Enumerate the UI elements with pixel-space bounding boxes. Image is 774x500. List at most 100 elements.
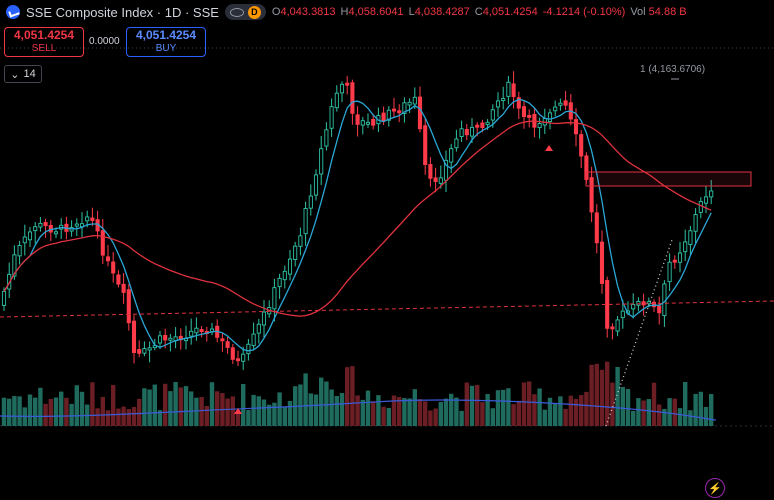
volume-bar [209, 382, 215, 426]
candle-body [313, 174, 319, 196]
volume-bar [501, 389, 506, 426]
volume-bar [313, 394, 319, 426]
candle-body [17, 245, 22, 257]
volume-bar [241, 383, 246, 426]
volume-bar [246, 410, 251, 426]
candle-body [85, 216, 90, 222]
volume-bar [563, 408, 568, 426]
candle-body [667, 261, 672, 283]
volume-bar [287, 400, 293, 426]
candle-body [308, 195, 313, 209]
candle-body [423, 125, 428, 165]
symbol-title[interactable]: SSE Composite Index · 1D · SSE [26, 4, 219, 20]
volume-bar [360, 399, 365, 426]
volume-bar [407, 398, 412, 426]
short-moving-average [3, 98, 712, 352]
volume-bar [657, 404, 662, 426]
candle-body [319, 148, 324, 175]
candle-body [131, 320, 137, 354]
lightning-icon[interactable]: ⚡ [705, 478, 725, 498]
volume-bar [464, 382, 469, 426]
volume-bar [636, 398, 641, 426]
candle-body [230, 347, 235, 360]
candle-body [194, 327, 199, 334]
candle-body [495, 100, 501, 108]
volume-bar [553, 403, 558, 426]
candle-body [147, 347, 152, 351]
candle-body [126, 289, 131, 324]
volume-bar [90, 382, 95, 426]
candle-body [12, 254, 17, 277]
long-moving-average [3, 120, 712, 317]
candle-body [677, 252, 683, 263]
buy-button[interactable]: 4,051.4254 BUY [126, 27, 206, 57]
candle-body [381, 112, 386, 122]
volume-bar [672, 398, 677, 426]
volume-bar [631, 410, 636, 426]
volume-bar [163, 383, 168, 426]
volume-bar [558, 396, 563, 426]
candle-body [480, 122, 485, 128]
volume-bar [142, 388, 147, 426]
volume-bar [475, 384, 480, 426]
sell-button[interactable]: 4,051.4254 SELL [4, 27, 84, 57]
candle-body [43, 222, 48, 227]
volume-bar [355, 395, 360, 426]
candle-body [111, 261, 116, 274]
candle-body [646, 301, 651, 305]
candle-body [527, 114, 532, 118]
candle-body [688, 230, 693, 245]
volume-bar [480, 402, 485, 426]
candle-body [105, 256, 111, 262]
buy-price: 4,051.4254 [135, 28, 197, 42]
volume-bar [589, 364, 594, 426]
eye-icon[interactable] [229, 7, 244, 17]
volume-bar [579, 395, 584, 426]
candle-body [100, 230, 105, 256]
volume-bar [173, 381, 178, 426]
candle-body [261, 311, 267, 326]
close-value: C4,051.4254 [474, 6, 538, 18]
indicators-toggle[interactable]: ⌄ 14 [4, 65, 42, 83]
volume-bar [79, 391, 85, 426]
volume-value: Vol 54.88 B [630, 6, 687, 18]
visibility-pill[interactable]: D [224, 4, 266, 20]
candle-body [360, 120, 365, 126]
symbol-header: SSE Composite Index · 1D · SSE D O4,043.… [6, 3, 687, 21]
resistance-zone [585, 171, 752, 187]
volume-bar [116, 408, 121, 426]
volume-bar [69, 403, 74, 426]
candle-body [293, 245, 298, 260]
candle-body [225, 341, 230, 348]
candle-body [594, 212, 599, 244]
candle-body [563, 100, 568, 106]
candle-body [1, 291, 7, 306]
candle-body [189, 330, 194, 337]
volume-bar [121, 406, 126, 426]
candlesticks [1, 71, 714, 370]
volume-bar [27, 394, 33, 426]
volume-bar [319, 377, 324, 426]
candle-body [475, 124, 480, 128]
volume-bar [433, 408, 438, 426]
candle-body [599, 241, 605, 284]
volume-bar [157, 410, 163, 426]
candle-body [547, 112, 553, 122]
volume-bar [371, 401, 376, 426]
volume-bar [646, 399, 651, 426]
volume-bar [428, 410, 433, 426]
candle-body [610, 326, 615, 330]
candle-body [464, 129, 469, 136]
candle-body [220, 338, 225, 342]
volume-bar [111, 384, 116, 426]
volume-bar [324, 381, 329, 426]
volume-bar [506, 388, 511, 426]
overlays [0, 78, 774, 427]
volume-bar [438, 401, 443, 426]
volume-bar [397, 397, 402, 426]
candle-body [506, 81, 511, 97]
buy-label: BUY [155, 43, 177, 54]
candle-body [163, 335, 168, 341]
volume-bar [12, 396, 17, 426]
